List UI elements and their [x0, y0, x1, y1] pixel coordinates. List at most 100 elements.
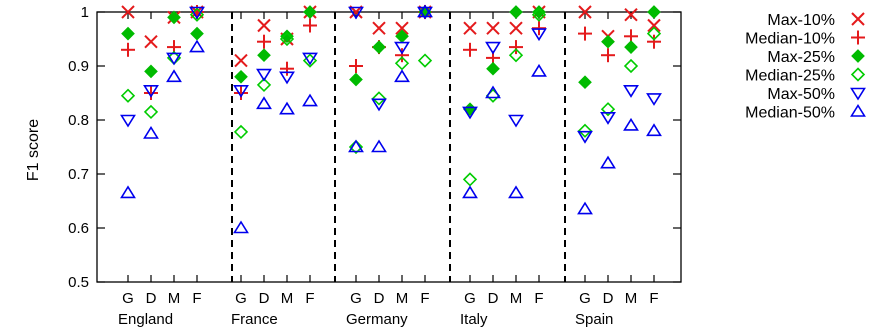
data-point: [578, 75, 592, 90]
data-point: [463, 102, 477, 117]
data-point: [279, 71, 295, 85]
data-point: [486, 21, 500, 35]
data-point: [166, 52, 182, 66]
x-subcategory-label: F: [649, 290, 658, 307]
data-point: [577, 201, 593, 215]
x-subcategory-label: F: [192, 290, 201, 307]
data-point: [121, 26, 135, 41]
data-point: [463, 42, 477, 57]
data-point: [189, 6, 205, 20]
series-median-25-: [120, 7, 662, 187]
data-point: [233, 85, 249, 98]
data-point: [462, 172, 478, 187]
legend-label: Max-25%: [767, 49, 835, 66]
data-point: [302, 52, 318, 66]
data-point: [371, 91, 387, 106]
data-point: [143, 85, 159, 98]
y-tick-label: 0.9: [68, 58, 89, 75]
y-tick-label: 1: [81, 4, 89, 21]
data-point: [485, 85, 501, 99]
x-subcategory-label: D: [488, 290, 499, 307]
y-tick-label: 0.5: [68, 274, 89, 291]
data-point: [190, 26, 204, 41]
x-group-label: Germany: [346, 311, 408, 328]
data-point: [166, 69, 182, 83]
data-point: [256, 96, 272, 110]
data-point: [646, 123, 662, 137]
legend-label: Max-10%: [767, 12, 835, 29]
data-point: [349, 72, 363, 87]
data-point: [601, 34, 615, 49]
data-point: [279, 101, 295, 115]
legend-marker: [850, 67, 866, 82]
legend-label: Max-50%: [767, 86, 835, 103]
data-point: [167, 10, 181, 25]
legend-marker: [850, 87, 866, 101]
x-group-label: Spain: [575, 311, 613, 328]
data-point: [600, 112, 616, 125]
data-point: [257, 34, 271, 49]
x-subcategory-label: D: [259, 290, 270, 307]
data-point: [120, 88, 136, 103]
data-point: [121, 5, 135, 19]
data-point: [234, 69, 248, 84]
data-point: [647, 34, 661, 49]
plot-frame: [96, 11, 682, 283]
data-point: [509, 5, 523, 19]
legend-marker: [851, 49, 865, 63]
series-max-25-: [121, 5, 661, 117]
data-point: [509, 21, 523, 35]
legend-label: Median-50%: [745, 105, 835, 122]
data-point: [577, 123, 593, 138]
x-subcategory-label: M: [168, 290, 181, 307]
data-point: [647, 18, 661, 33]
x-group-label: France: [231, 311, 278, 328]
data-point: [532, 5, 546, 19]
x-subcategory-label: M: [396, 290, 409, 307]
data-point: [485, 88, 501, 103]
x-subcategory-label: G: [350, 290, 362, 307]
x-subcategory-label: G: [464, 290, 476, 307]
data-point: [623, 85, 639, 98]
data-point: [578, 26, 592, 41]
data-point: [417, 4, 433, 18]
legend-marker: [851, 12, 865, 26]
data-point: [143, 125, 159, 139]
data-point: [256, 68, 272, 82]
data-point: [600, 155, 616, 169]
data-point: [234, 53, 248, 68]
data-point: [531, 28, 547, 42]
x-subcategory-label: M: [281, 290, 294, 307]
x-subcategory-label: M: [510, 290, 523, 307]
data-point: [463, 21, 477, 35]
data-point: [623, 58, 639, 74]
data-point: [508, 114, 524, 128]
data-point: [144, 64, 158, 79]
data-point: [394, 41, 410, 55]
data-point: [624, 40, 638, 54]
data-point: [462, 106, 478, 120]
data-point: [349, 59, 363, 73]
x-subcategory-label: G: [579, 290, 591, 307]
data-point: [303, 5, 317, 19]
data-point: [508, 48, 524, 63]
data-point: [647, 5, 661, 19]
data-point: [372, 21, 386, 35]
y-tick-label: 0.6: [68, 220, 89, 237]
data-point: [508, 185, 524, 199]
data-point: [623, 117, 639, 131]
x-subcategory-label: M: [625, 290, 638, 307]
data-point: [372, 40, 386, 54]
series-max-50-: [120, 6, 662, 144]
data-point: [462, 185, 478, 199]
data-point: [120, 185, 136, 199]
y-tick-label: 0.8: [68, 112, 89, 129]
data-point: [578, 5, 592, 19]
data-point: [532, 21, 546, 36]
x-group-label: England: [118, 311, 173, 328]
x-subcategory-label: F: [534, 290, 543, 307]
data-point: [371, 139, 387, 153]
data-point: [348, 139, 364, 155]
data-point: [348, 139, 364, 153]
